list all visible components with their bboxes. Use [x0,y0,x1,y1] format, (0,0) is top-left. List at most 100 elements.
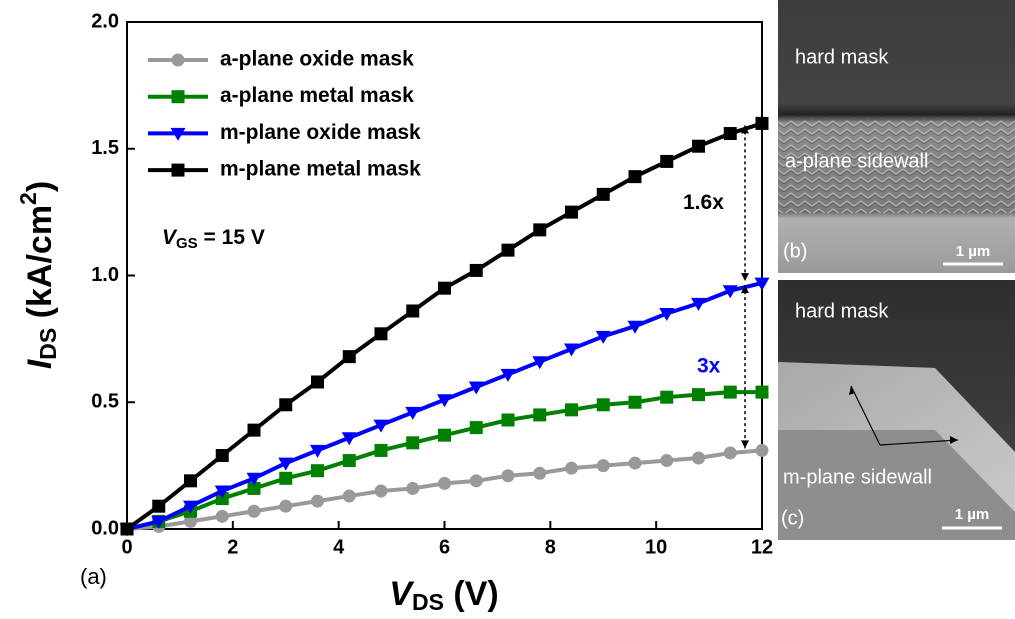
x-axis-label-rest: (V) [444,575,499,613]
region-label: hard mask [795,300,889,322]
arrowhead [741,125,749,134]
marker [469,421,483,435]
marker [184,474,197,488]
marker [723,385,737,399]
y-axis-label-sup: 2 [15,192,41,205]
marker [184,514,197,528]
region-label: hard mask [795,46,889,68]
condition-label: VGS = 15 V [162,226,265,252]
marker [405,406,421,420]
annotation: 1.6x [683,191,724,214]
marker [660,454,674,468]
x-tick-label: 12 [751,536,773,558]
x-axis-label-main: V [389,575,415,613]
marker [722,285,738,299]
y-tick-label: 0.5 [91,391,119,413]
marker [723,127,737,141]
legend-label: a-plane metal mask [220,84,414,107]
annotation: 3x [697,354,721,377]
marker [628,395,642,409]
series-line [125,121,763,531]
marker [311,464,324,478]
arrowhead [741,440,749,449]
x-tick-label: 6 [439,536,450,558]
region-label: m-plane sidewall [783,466,932,488]
sidewall [778,362,1015,512]
marker [183,500,198,514]
y-tick-label: 2.0 [91,10,119,32]
marker [279,471,293,485]
x-tick-label: 10 [645,536,667,558]
marker [565,205,578,219]
marker [469,263,483,277]
marker [151,515,167,529]
arrowhead [950,436,958,444]
sem-images: hard mask a-plane sidewall (b) 1 µm hard… [778,0,1015,540]
x-tick-label: 0 [121,536,132,558]
marker [627,320,643,334]
y-tick-label: 1.0 [91,264,119,286]
marker [406,436,420,450]
marker [438,476,451,490]
marker [406,481,420,495]
arrowhead [849,386,855,395]
y-axis-label-sub: DS [35,328,61,360]
x-axis-label: VDS (V) [389,575,498,615]
marker [438,281,451,295]
marker [152,499,166,513]
marker [278,457,294,471]
marker [596,459,610,473]
marker [279,398,293,412]
marker [659,308,675,322]
x-tick-label: 4 [333,536,345,558]
marker [755,116,769,130]
y-tick-label: 1.5 [91,137,119,159]
scale-label: 1 µm [955,506,990,523]
panel-label: (b) [783,240,807,262]
condition-sub: GS [176,235,198,252]
marker [342,489,356,503]
marker [692,451,705,465]
marker [468,381,484,395]
marker [311,494,324,508]
marker [500,368,516,382]
marker [501,469,515,483]
marker [596,187,610,201]
marker [692,388,705,402]
region-label: a-plane sidewall [785,150,928,172]
marker [247,481,261,495]
marker [469,474,483,488]
marker [660,390,674,404]
x-tick-label: 2 [227,536,238,558]
marker [564,343,579,357]
marker [533,466,547,480]
marker [215,492,229,506]
marker [342,350,356,364]
arrowhead [741,273,749,282]
marker [691,297,706,311]
marker [501,243,515,257]
marker [171,163,185,177]
marker [755,443,769,457]
y-axis-label: IDS (kA/cm2) [15,181,61,369]
marker [596,398,610,412]
marker [374,443,388,457]
marker [438,428,451,442]
marker [171,90,185,104]
y-tick-label: 0.0 [91,517,119,539]
marker [565,461,578,475]
marker [170,127,186,141]
marker [373,419,389,433]
marker [342,454,356,468]
marker [532,356,548,370]
legend-label: m-plane oxide mask [220,121,421,144]
marker [246,472,262,486]
x-axis-label-sub: DS [412,589,444,615]
marker [628,456,642,470]
arrow [879,439,959,446]
marker [247,504,261,518]
marker [279,499,293,513]
panel-label: (c) [781,507,804,529]
